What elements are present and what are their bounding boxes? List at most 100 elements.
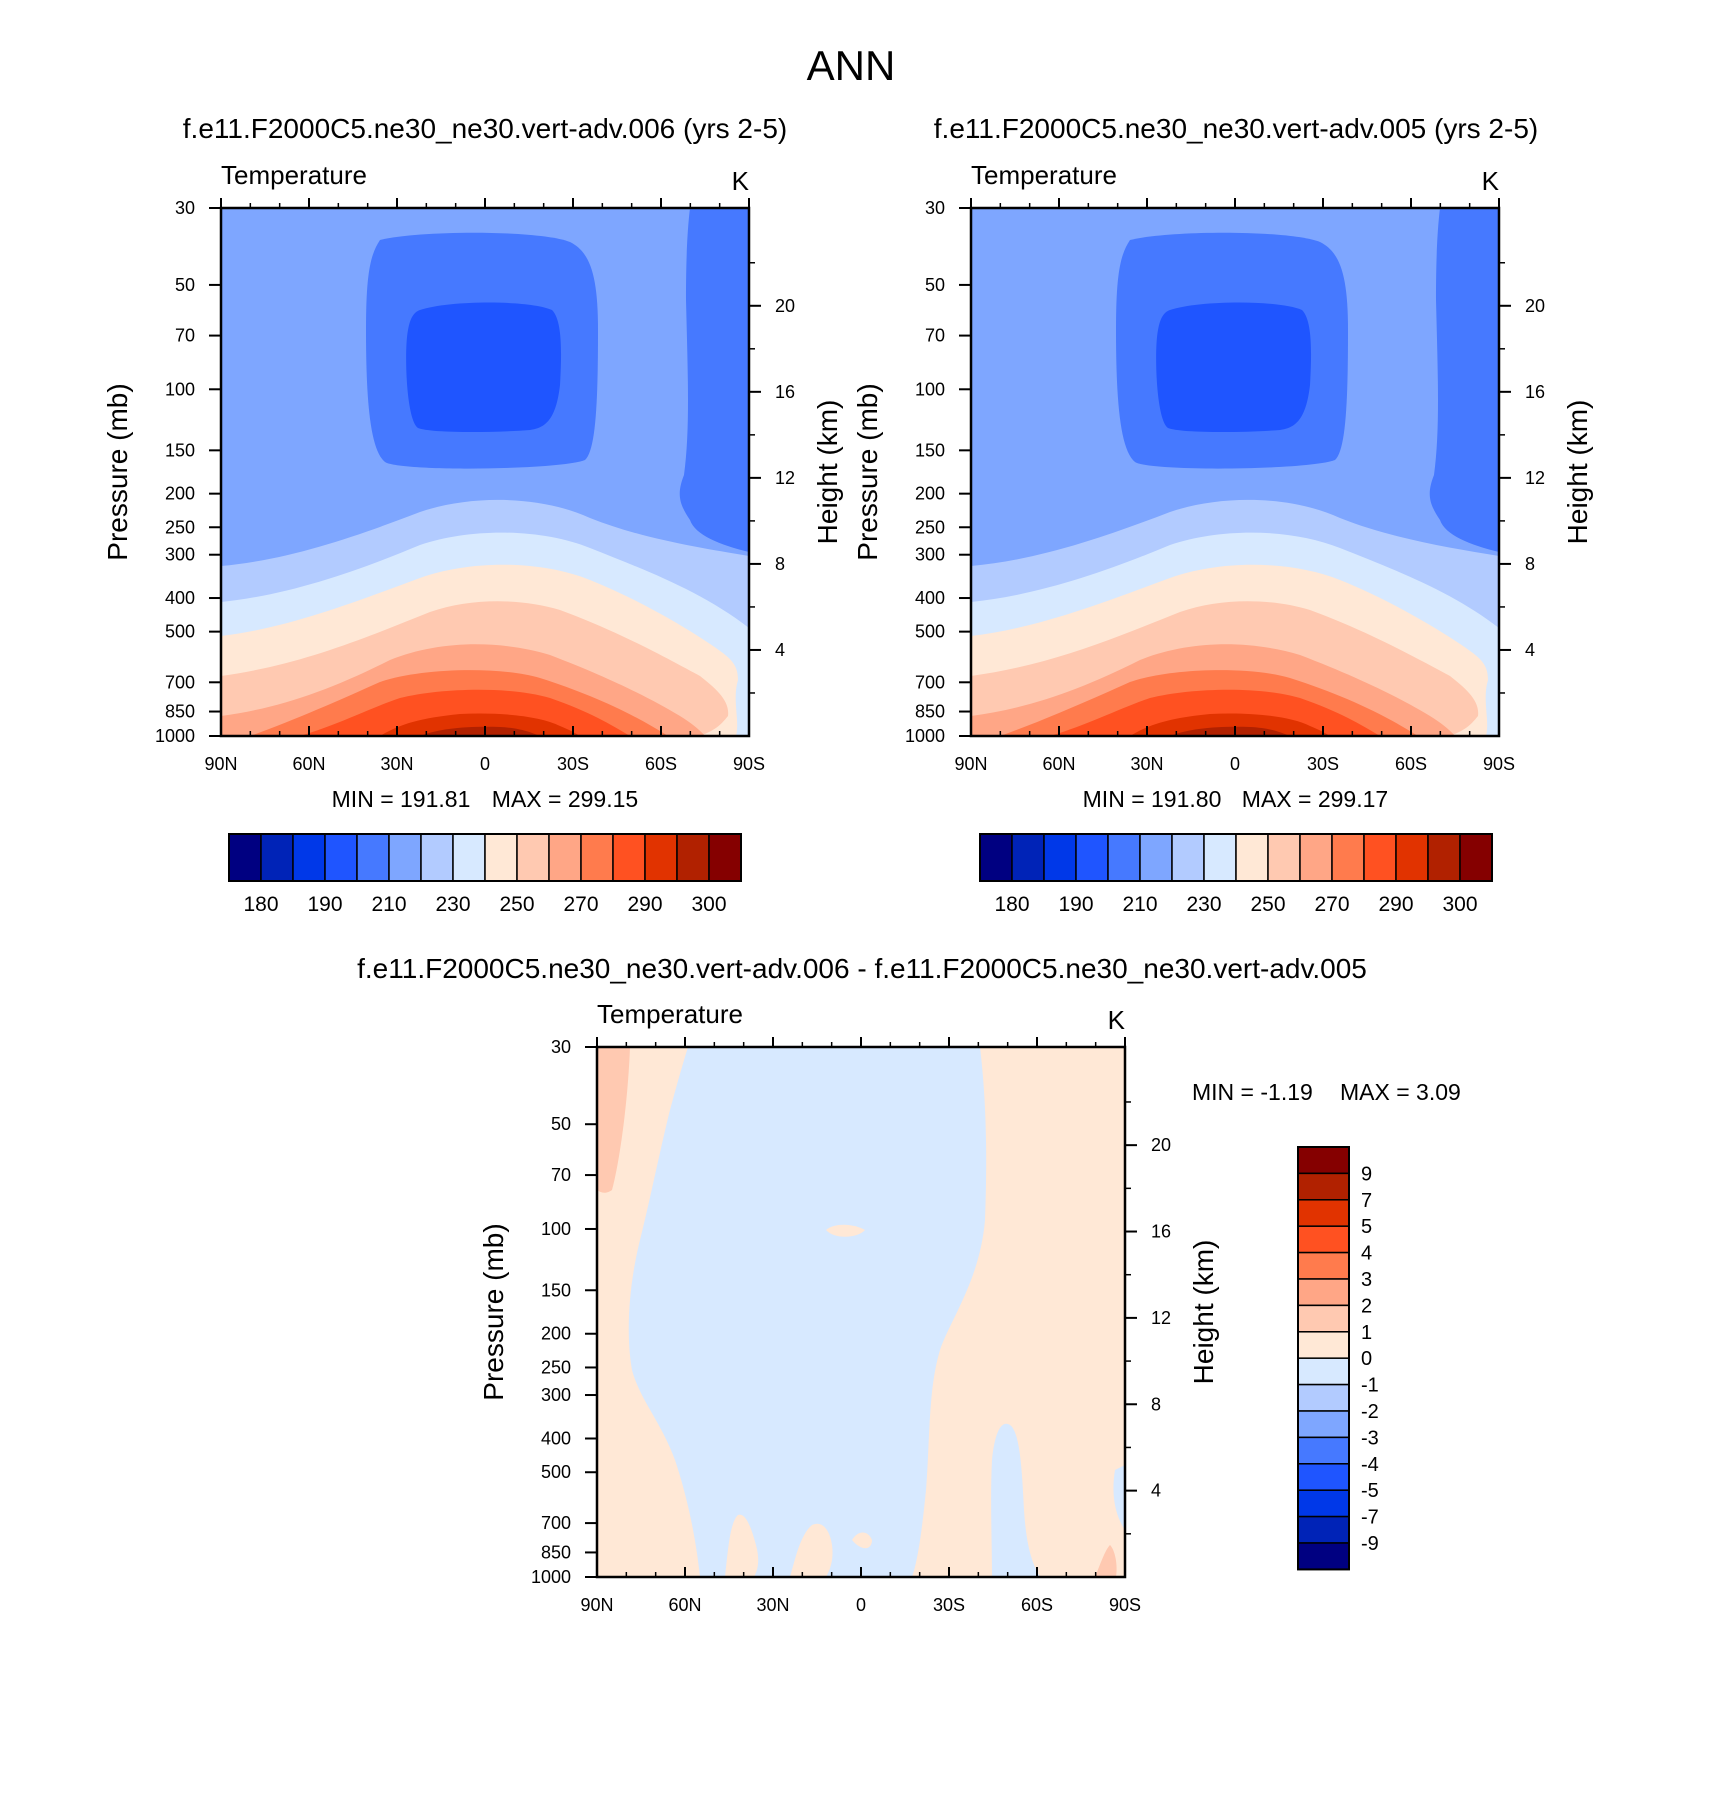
colorbar-swatch [1139,833,1173,882]
colorbar-swatch [516,833,550,882]
y-tick-label: 500 [915,622,945,642]
panel-c-field-label: Temperature [597,999,743,1029]
colorbar-swatch [1363,833,1397,882]
y-tick-label: 200 [915,484,945,504]
colorbar-swatch [580,833,614,882]
colorbar-swatch [260,833,294,882]
colorbar-label: 2 [1361,1295,1372,1317]
colorbar-swatch [1299,833,1333,882]
y-tick-label: 50 [925,275,945,295]
y-tick-label: 70 [551,1165,571,1185]
colorbar-label: 7 [1361,1190,1372,1212]
colorbar-label: 5 [1361,1216,1372,1238]
colorbar-label: 210 [371,893,406,916]
x-tick-label: 60N [1042,754,1075,774]
colorbar-swatch [1297,1251,1350,1280]
y-tick-label: 150 [915,440,945,460]
y-tick-label: 300 [915,545,945,565]
colorbar-swatch [324,833,358,882]
contour-band [725,1514,759,1577]
panel-a-field-label: Temperature [221,160,367,190]
x-tick-label: 60S [645,754,677,774]
colorbar-label: -1 [1361,1375,1379,1397]
panel-b-min-label: MIN = 191.80 [1083,786,1222,812]
x-tick-label: 90S [1109,1595,1141,1615]
x-tick-label: 30N [1130,754,1163,774]
contour-band [628,1047,987,1577]
generated-axes-and-colorbars: 90N 60N 30N 0 30S 60S 90S305070100150200250300… [155,198,1545,1615]
colorbar-label: 250 [499,893,534,916]
contour-band [679,208,749,552]
y-tick-label: 700 [541,1513,571,1533]
y-right-tick-label: 8 [775,554,785,574]
colorbar-swatch [1075,833,1109,882]
panel-c: f.e11.F2000C5.ne30_ne30.vert-adv.006 - f… [357,953,1461,1579]
colorbar-swatch [452,833,486,882]
colorbar-swatch [1297,1225,1350,1254]
contour-band [380,713,580,736]
y-right-tick-label: 12 [1151,1308,1171,1328]
y-tick-label: 850 [541,1542,571,1562]
colorbar-swatch [420,833,454,882]
panel-c-contour-field [597,1047,1125,1577]
y-tick-label: 150 [541,1280,571,1300]
colorbar-swatch [1203,833,1237,882]
panel-b-title: f.e11.F2000C5.ne30_ne30.vert-adv.005 (yr… [934,113,1538,144]
colorbar-swatch [1297,1357,1350,1386]
y-tick-label: 300 [165,545,195,565]
y-right-tick-label: 20 [1525,296,1545,316]
panel-c-ylabel: Pressure (mb) [478,1223,509,1400]
y-right-tick-label: 8 [1151,1394,1161,1414]
colorbar-swatch [1297,1278,1350,1307]
y-right-tick-label: 4 [1525,640,1535,660]
colorbar-label: -2 [1361,1401,1379,1423]
colorbar-swatch [1331,833,1365,882]
x-tick-label: 90N [204,754,237,774]
y-tick-label: 700 [165,672,195,692]
colorbar-swatch [548,833,582,882]
colorbar-label: -3 [1361,1427,1379,1449]
panel-b-units-label: K [1482,166,1500,196]
y-tick-label: 250 [165,517,195,537]
panel-c-units-label: K [1108,1005,1126,1035]
y-tick-label: 70 [175,326,195,346]
colorbar-label: 300 [1442,893,1477,916]
panel-c-min-label: MIN = -1.19 [1192,1079,1313,1105]
panel-a-max-label: MAX = 299.15 [492,786,638,812]
colorbar-swatch [1267,833,1301,882]
contour-band [1170,726,1290,736]
y-right-tick-label: 20 [1151,1135,1171,1155]
colorbar-swatch [292,833,326,882]
colorbar-swatch [356,833,390,882]
x-tick-label: 90N [580,1595,613,1615]
colorbar-label: -9 [1361,1533,1379,1555]
colorbar-swatch [1297,1542,1350,1571]
colorbar-frame [979,833,1493,882]
y-tick-label: 1000 [531,1567,571,1587]
panel-c-max-label: MAX = 3.09 [1340,1079,1461,1105]
colorbar-swatch [1297,1172,1350,1201]
colorbar-label: -5 [1361,1480,1379,1502]
colorbar-label: 180 [994,893,1029,916]
colorbar-label: 0 [1361,1348,1372,1370]
colorbar-label: 9 [1361,1163,1372,1185]
colorbar-swatch [979,833,1013,882]
contour-band [852,1532,872,1549]
colorbar-swatch [1459,833,1493,882]
panel-b-field-label: Temperature [971,160,1117,190]
x-tick-label: 30S [933,1595,965,1615]
y-tick-label: 50 [551,1114,571,1134]
y-tick-label: 850 [915,702,945,722]
x-tick-label: 90S [1483,754,1515,774]
x-tick-label: 60N [292,754,325,774]
colorbar-swatch [1043,833,1077,882]
x-tick-label: 0 [856,1595,866,1615]
y-tick-label: 400 [541,1429,571,1449]
colorbar-swatch [388,833,422,882]
colorbar-swatch [1297,1146,1350,1175]
y-right-tick-label: 4 [1151,1481,1161,1501]
colorbar-swatch [1297,1436,1350,1465]
contour-band [1429,208,1499,552]
y-tick-label: 250 [915,517,945,537]
